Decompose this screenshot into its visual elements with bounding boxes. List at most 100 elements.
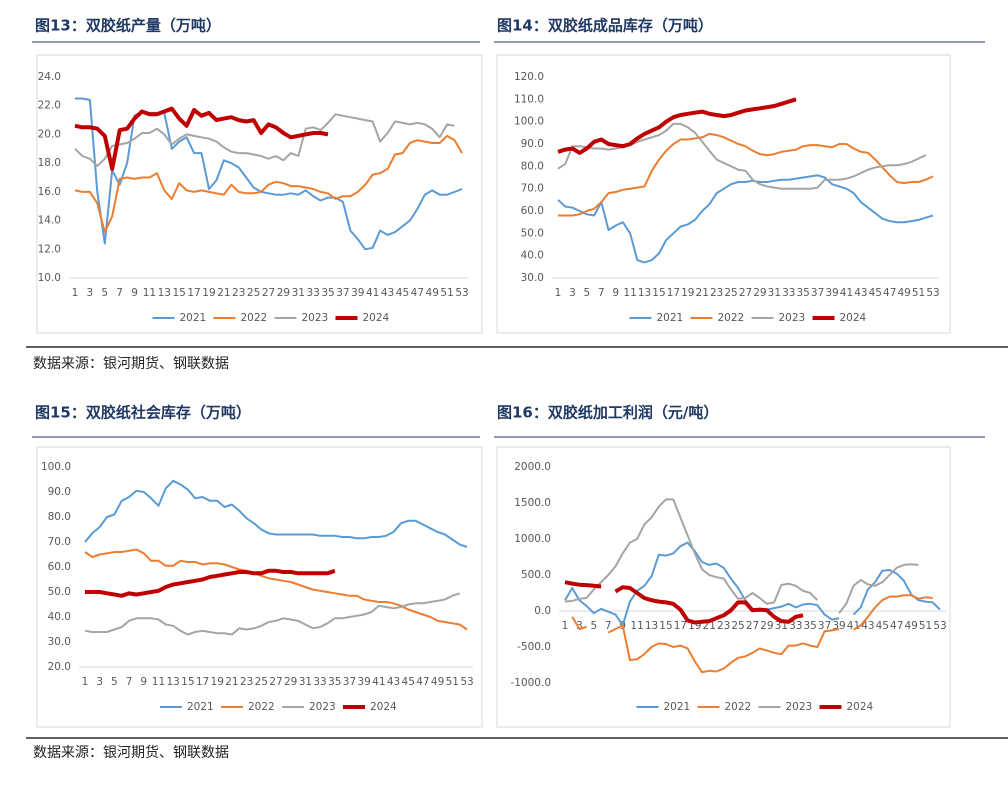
x-tick-label: 25 <box>247 287 260 299</box>
y-tick-label: 110.0 <box>514 93 544 105</box>
x-tick-label: 49 <box>904 620 917 632</box>
y-tick-label: 2000.0 <box>514 461 551 473</box>
series-line <box>84 592 461 636</box>
x-tick-label: 17 <box>196 676 209 688</box>
x-tick-label: 41 <box>372 676 385 688</box>
series-line <box>84 479 468 548</box>
x-tick-label: 27 <box>262 287 275 299</box>
x-tick-label: 5 <box>101 287 108 299</box>
figure-title: 图14：双胶纸成品库存（万吨） <box>497 17 713 35</box>
y-tick-label: 12.0 <box>38 243 61 255</box>
y-tick-label: 30.0 <box>521 272 544 284</box>
y-tick-label: 18.0 <box>38 157 61 169</box>
y-tick-label: 90.0 <box>48 486 71 498</box>
x-tick-label: 7 <box>116 287 123 299</box>
y-tick-label: 40.0 <box>521 250 544 262</box>
x-tick-label: 5 <box>584 287 591 299</box>
x-tick-label: 9 <box>131 287 138 299</box>
x-tick-label: 25 <box>731 620 744 632</box>
x-tick-label: 19 <box>202 287 215 299</box>
series-line <box>74 134 463 234</box>
x-tick-label: 31 <box>292 287 305 299</box>
series-line <box>557 97 797 155</box>
x-tick-label: 23 <box>717 620 730 632</box>
x-tick-label: 39 <box>351 287 364 299</box>
x-tick-label: 15 <box>659 620 672 632</box>
y-tick-label: 14.0 <box>38 215 61 227</box>
series-line <box>74 113 455 167</box>
x-tick-label: 17 <box>187 287 200 299</box>
y-tick-label: 70.0 <box>521 183 544 195</box>
y-tick-label: 70.0 <box>48 536 71 548</box>
x-tick-label: 13 <box>638 287 651 299</box>
y-tick-label: 500.0 <box>521 569 551 581</box>
x-tick-label: 19 <box>681 287 694 299</box>
y-tick-label: 60.0 <box>48 561 71 573</box>
x-tick-label: 35 <box>797 287 810 299</box>
x-tick-label: 17 <box>674 620 687 632</box>
x-tick-label: 21 <box>217 287 230 299</box>
x-tick-label: 7 <box>598 287 605 299</box>
legend-label: 2024 <box>840 312 867 324</box>
y-tick-label: -500.0 <box>517 641 551 653</box>
x-tick-label: 15 <box>652 287 665 299</box>
legend-label: 2021 <box>657 312 684 324</box>
x-tick-label: 3 <box>96 676 103 688</box>
y-tick-label: 40.0 <box>48 611 71 623</box>
x-tick-label: 9 <box>612 287 619 299</box>
y-tick-label: 22.0 <box>38 100 61 112</box>
x-tick-label: 15 <box>181 676 194 688</box>
y-tick-label: 1000.0 <box>514 533 551 545</box>
x-tick-label: 17 <box>667 287 680 299</box>
x-tick-label: 43 <box>861 620 874 632</box>
x-tick-label: 23 <box>710 287 723 299</box>
x-tick-label: 47 <box>883 287 896 299</box>
x-tick-label: 29 <box>753 287 766 299</box>
y-tick-label: 100.0 <box>41 461 71 473</box>
x-tick-label: 13 <box>166 676 179 688</box>
y-tick-label: -1000.0 <box>510 677 551 689</box>
x-tick-label: 11 <box>623 287 636 299</box>
figure-title: 图16：双胶纸加工利润（元/吨） <box>497 404 718 422</box>
x-tick-label: 37 <box>811 287 824 299</box>
x-tick-label: 53 <box>926 287 939 299</box>
x-tick-label: 39 <box>825 287 838 299</box>
x-tick-label: 41 <box>840 287 853 299</box>
series-line <box>557 122 927 190</box>
legend-label: 2021 <box>664 701 691 713</box>
x-tick-label: 1 <box>72 287 79 299</box>
chart-frame <box>36 446 483 728</box>
series-line <box>558 132 934 217</box>
x-tick-label: 1 <box>562 620 569 632</box>
y-tick-label: 50.0 <box>521 227 544 239</box>
y-tick-label: 10.0 <box>38 272 61 284</box>
x-tick-label: 27 <box>746 620 759 632</box>
legend-label: 2024 <box>363 312 390 324</box>
x-tick-label: 33 <box>789 620 802 632</box>
y-tick-label: 90.0 <box>521 138 544 150</box>
x-tick-label: 31 <box>768 287 781 299</box>
figure-title: 图13：双胶纸产量（万吨） <box>35 17 221 35</box>
x-tick-label: 1 <box>82 676 89 688</box>
series-line <box>74 106 329 171</box>
x-tick-label: 45 <box>869 287 882 299</box>
y-tick-label: 120.0 <box>514 71 544 83</box>
x-tick-label: 49 <box>426 287 439 299</box>
x-tick-label: 49 <box>897 287 910 299</box>
x-tick-label: 19 <box>211 676 224 688</box>
chart-frame <box>496 446 951 728</box>
x-tick-label: 45 <box>396 287 409 299</box>
x-tick-label: 37 <box>818 620 831 632</box>
legend-label: 2022 <box>248 701 275 713</box>
x-tick-label: 3 <box>569 287 576 299</box>
x-tick-label: 21 <box>225 676 238 688</box>
x-tick-label: 43 <box>381 287 394 299</box>
x-tick-label: 49 <box>431 676 444 688</box>
y-tick-label: 20.0 <box>48 661 71 673</box>
x-tick-label: 29 <box>284 676 297 688</box>
chart-frame <box>36 54 483 334</box>
x-tick-label: 43 <box>854 287 867 299</box>
x-tick-label: 11 <box>143 287 156 299</box>
legend-label: 2022 <box>241 312 268 324</box>
